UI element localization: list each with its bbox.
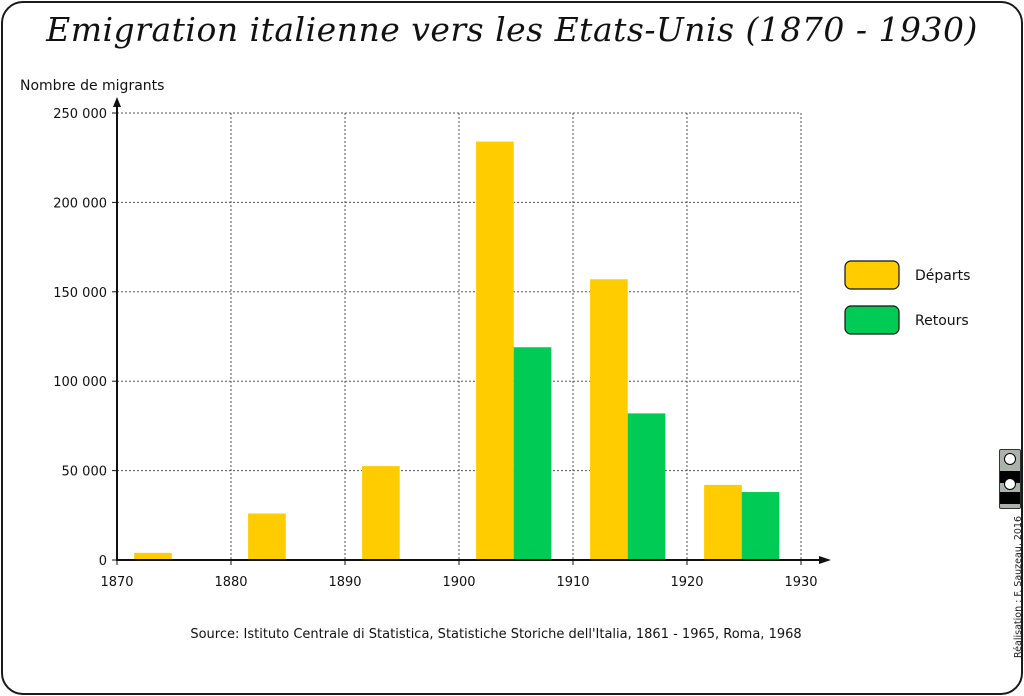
bar-departs-1900-1910 xyxy=(476,141,514,560)
y-tick-label: 50 000 xyxy=(62,465,108,480)
bar-retours-1900-1910 xyxy=(513,347,552,560)
y-tick-label: 150 000 xyxy=(53,286,107,301)
bar-departs-1880-1890 xyxy=(248,513,286,560)
y-axis-label: Nombre de migrants xyxy=(20,78,164,94)
legend-label-retours: Retours xyxy=(915,313,969,329)
legend: Départs Retours xyxy=(844,260,970,335)
x-axis-arrow xyxy=(819,556,831,564)
author-credit: Réalisation : F. Sauzeau, 2016 xyxy=(1013,515,1024,658)
bar-departs-1870-1880 xyxy=(134,552,172,560)
creative-commons-by-nc-sa-icon xyxy=(999,449,1021,509)
y-tick-label: 200 000 xyxy=(53,196,107,211)
bar-departs-1910-1920 xyxy=(590,279,628,560)
source-note: Source: Istituto Centrale di Statistica,… xyxy=(190,627,801,642)
bar-retours-1920-1930 xyxy=(741,492,780,560)
y-tick-label: 250 000 xyxy=(53,107,107,122)
x-tick-label: 1870 xyxy=(100,575,133,590)
legend-swatch-retours xyxy=(844,305,900,335)
x-tick-label: 1930 xyxy=(784,575,817,590)
bars xyxy=(134,141,780,560)
x-tick-label: 1880 xyxy=(214,575,247,590)
x-tick-labels: 1870 1880 1890 1900 1910 1920 1930 xyxy=(100,560,818,590)
bar-departs-1890-1900 xyxy=(362,466,400,560)
x-tick-label: 1910 xyxy=(556,575,589,590)
legend-label-departs: Départs xyxy=(915,268,970,284)
chart-title: Emigration italienne vers les Etats-Unis… xyxy=(46,10,978,49)
grid-lines xyxy=(117,112,802,560)
x-tick-label: 1890 xyxy=(328,575,361,590)
y-tick-label: 100 000 xyxy=(53,375,107,390)
x-tick-label: 1920 xyxy=(670,575,703,590)
x-tick-label: 1900 xyxy=(442,575,475,590)
legend-swatch-departs xyxy=(844,260,900,290)
y-tick-label: 0 xyxy=(99,554,107,569)
y-tick-labels: 0 50 000 100 000 150 000 200 000 250 000 xyxy=(53,107,117,569)
axes xyxy=(113,97,831,564)
y-axis-arrow xyxy=(113,97,121,107)
bar-departs-1920-1930 xyxy=(704,484,742,560)
bar-retours-1910-1920 xyxy=(627,413,666,560)
